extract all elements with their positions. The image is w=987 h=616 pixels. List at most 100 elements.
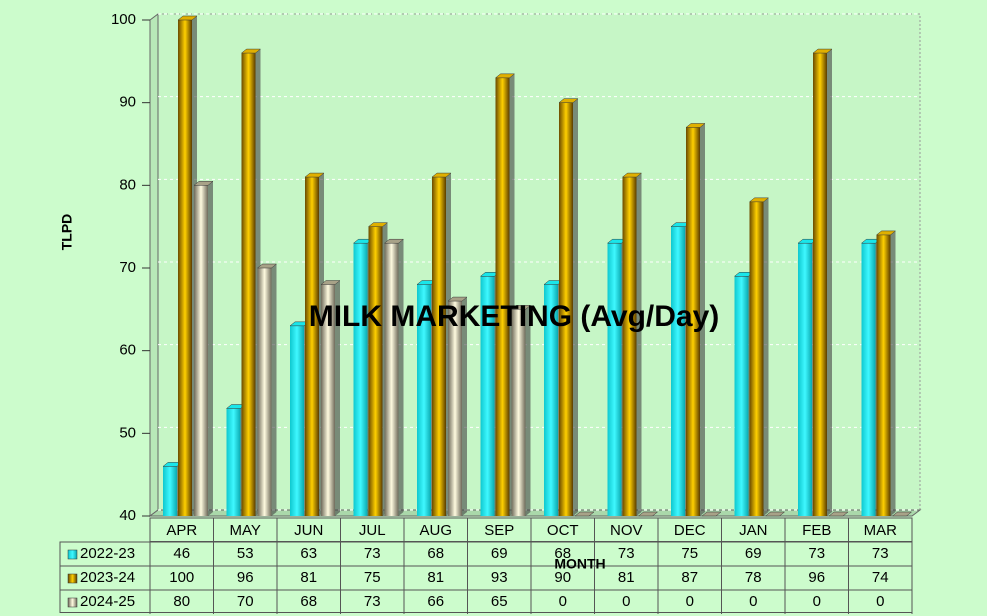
bar (891, 511, 913, 517)
bar-face (384, 243, 399, 516)
bar-face (290, 325, 304, 516)
bar-side (763, 197, 769, 516)
legend-label: 2022-23 (80, 545, 135, 562)
table-value: 70 (237, 593, 254, 610)
table-value: 73 (364, 545, 381, 562)
bar (748, 197, 770, 516)
table-value: 73 (808, 545, 825, 562)
bar (637, 511, 659, 517)
bar-face (163, 466, 177, 516)
table-value: 73 (618, 545, 635, 562)
legend-label: 2023-24 (80, 569, 135, 586)
bar (383, 238, 405, 516)
side-wall (149, 13, 159, 517)
bar-face (480, 276, 495, 516)
floor (148, 509, 922, 517)
table-value: 68 (427, 545, 444, 562)
bar (574, 511, 595, 517)
table-value: 75 (681, 545, 698, 562)
bar-side (890, 230, 896, 516)
table-value: 53 (237, 545, 254, 562)
bar-side (827, 49, 832, 517)
table-value: 73 (364, 593, 381, 610)
bar (447, 296, 468, 516)
bar-face (861, 243, 876, 516)
x-tick-label: JUN (294, 522, 323, 539)
x-tick-label: MAR (864, 522, 898, 539)
x-tick-label: SEP (484, 522, 514, 539)
bar-side (700, 123, 705, 516)
bar-side (462, 297, 467, 516)
bar (494, 73, 516, 516)
y-tick-label: 70 (119, 259, 136, 276)
bar (812, 48, 833, 517)
bar (828, 511, 849, 517)
table-value: 80 (173, 593, 190, 610)
x-tick-label: AUG (419, 522, 452, 539)
table-value: 69 (491, 545, 508, 562)
bar-face (559, 102, 573, 517)
table-value: 87 (681, 569, 698, 586)
bar-side (208, 181, 213, 517)
bar (875, 230, 897, 516)
table-value: 68 (300, 593, 317, 610)
legend-label: 2024-25 (80, 593, 135, 610)
table-value: 73 (872, 545, 889, 562)
x-tick-label: DEC (674, 522, 706, 539)
y-tick-label: 100 (111, 11, 136, 28)
bar-side (398, 239, 404, 516)
table-value: 65 (491, 593, 508, 610)
x-tick-label: APR (166, 522, 197, 539)
table-value: 93 (491, 569, 508, 586)
table-value: 66 (427, 593, 444, 610)
bar (510, 305, 532, 516)
bar-face (305, 177, 319, 517)
bar-face (432, 177, 446, 517)
table-value: 0 (813, 593, 821, 610)
table-value: 0 (559, 593, 567, 610)
legend-swatch (67, 597, 78, 608)
table-value: 75 (364, 569, 381, 586)
x-tick-label: FEB (802, 522, 831, 539)
table-value: 81 (300, 569, 317, 586)
bar-face (321, 284, 335, 516)
table-value: 0 (749, 593, 757, 610)
bar-face (226, 408, 241, 516)
x-tick-label: JUL (359, 522, 386, 539)
bar-face (353, 243, 368, 516)
bar-side (636, 173, 642, 517)
table-value: 81 (427, 569, 444, 586)
y-tick-label: 80 (119, 176, 136, 193)
bar (193, 181, 214, 517)
table-value: 90 (554, 569, 571, 586)
table-value: 68 (554, 545, 571, 562)
table-value: 78 (745, 569, 762, 586)
bar (621, 172, 643, 517)
legend-swatch (67, 549, 78, 560)
x-tick-label: NOV (610, 522, 643, 539)
table-value: 0 (686, 593, 694, 610)
bar-side (335, 280, 340, 516)
table-value: 81 (618, 569, 635, 586)
y-tick-label: 90 (119, 94, 136, 111)
x-axis-label: MONTH (554, 556, 605, 572)
bar-face (448, 301, 462, 516)
bar (764, 511, 786, 517)
bar-face (511, 309, 526, 516)
table-value: 0 (876, 593, 884, 610)
bar (701, 511, 722, 517)
bar-face (194, 185, 208, 517)
bar-face (607, 243, 622, 516)
bar-face (749, 201, 764, 516)
bar-side (573, 98, 578, 517)
table-value: 74 (872, 569, 889, 586)
x-tick-label: JAN (739, 522, 767, 539)
bar-face (368, 226, 383, 516)
table-value: 0 (622, 593, 630, 610)
bar-face (622, 177, 637, 517)
bar-face (178, 20, 192, 516)
y-tick-label: 40 (119, 507, 136, 524)
table-value: 100 (169, 569, 194, 586)
bar-side (271, 264, 277, 516)
